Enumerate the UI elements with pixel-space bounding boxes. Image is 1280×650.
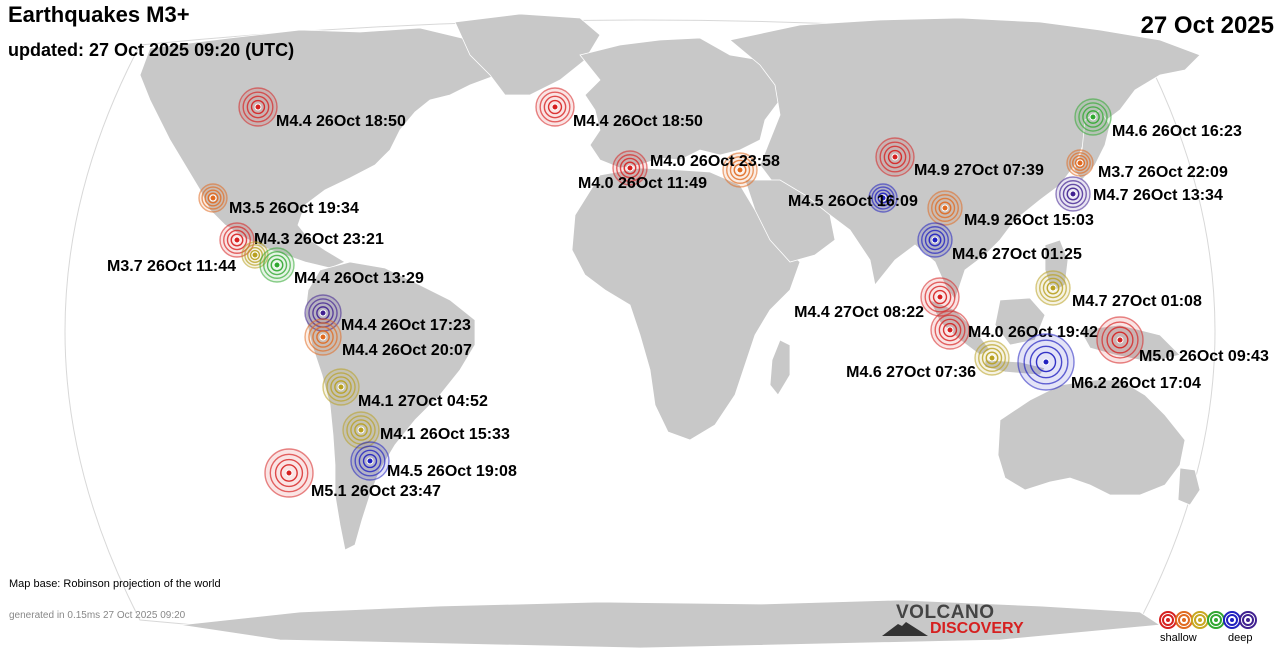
depth-legend-rings xyxy=(1159,611,1257,629)
earthquake-marker[interactable] xyxy=(930,310,970,350)
earthquake-marker[interactable] xyxy=(535,87,575,127)
earthquake-label[interactable]: M3.7 26Oct 11:44 xyxy=(107,258,236,275)
earthquake-marker[interactable] xyxy=(1055,176,1091,212)
land-greenland xyxy=(454,13,601,96)
earthquake-label[interactable]: M4.0 26Oct 19:42 xyxy=(968,324,1098,341)
earthquake-markers: M4.4 26Oct 18:50 M4.4 26Oct 18:50 M4.6 26O… xyxy=(107,87,1269,500)
legend-shallow-label: shallow xyxy=(1160,632,1197,644)
earthquake-label[interactable]: M4.5 26Oct 19:08 xyxy=(387,463,517,480)
earthquake-label[interactable]: M4.4 26Oct 20:07 xyxy=(342,342,472,359)
earthquake-label[interactable]: M5.1 26Oct 23:47 xyxy=(311,483,441,500)
earthquake-label[interactable]: M4.1 26Oct 15:33 xyxy=(380,426,510,443)
earthquake-label[interactable]: M5.0 26Oct 09:43 xyxy=(1139,348,1269,365)
earthquake-marker[interactable] xyxy=(1035,270,1071,306)
earthquake-label[interactable]: M4.7 27Oct 01:08 xyxy=(1072,293,1202,310)
earthquake-marker[interactable] xyxy=(322,368,360,406)
earthquake-marker[interactable] xyxy=(219,222,255,258)
generated-note: generated in 0.15ms 27 Oct 2025 09:20 xyxy=(9,610,186,621)
earthquake-label[interactable]: M4.6 27Oct 07:36 xyxy=(846,364,976,381)
earthquake-marker[interactable] xyxy=(1017,333,1075,391)
earthquake-label[interactable]: M4.3 26Oct 23:21 xyxy=(254,231,384,248)
earthquake-label[interactable]: M4.4 26Oct 18:50 xyxy=(573,113,703,130)
updated-timestamp: updated: 27 Oct 2025 09:20 (UTC) xyxy=(8,40,295,60)
earthquake-marker[interactable] xyxy=(241,241,269,269)
land-south-america xyxy=(304,261,476,551)
earthquake-label[interactable]: M4.6 26Oct 16:23 xyxy=(1112,123,1242,140)
earthquake-marker[interactable] xyxy=(722,152,758,188)
legend-deep-label: deep xyxy=(1228,632,1253,644)
land-arabia xyxy=(744,179,836,263)
earthquake-label[interactable]: M4.0 26Oct 11:49 xyxy=(578,175,707,192)
depth-legend: shallow deep xyxy=(1158,608,1278,648)
earthquake-label[interactable]: M4.4 26Oct 18:50 xyxy=(276,113,406,130)
earthquake-label[interactable]: M6.2 26Oct 17:04 xyxy=(1071,375,1201,392)
earthquake-marker[interactable] xyxy=(350,441,390,481)
land-europe xyxy=(579,37,781,169)
earthquake-marker[interactable] xyxy=(238,87,278,127)
page-title: Earthquakes M3+ xyxy=(8,2,190,27)
landmasses xyxy=(139,13,1201,649)
earthquake-marker[interactable] xyxy=(920,277,960,317)
earthquake-label[interactable]: M4.4 26Oct 17:23 xyxy=(341,317,471,334)
earthquake-marker[interactable] xyxy=(927,190,963,226)
logo-line-2: DISCOVERY xyxy=(930,620,1024,637)
earthquake-marker[interactable] xyxy=(198,183,228,213)
land-africa xyxy=(571,167,801,441)
earthquake-marker[interactable] xyxy=(1074,98,1112,136)
earthquake-marker[interactable] xyxy=(974,340,1010,376)
land-madagascar xyxy=(769,339,791,396)
earthquake-label[interactable]: M4.5 26Oct 16:09 xyxy=(788,193,918,210)
map-base-note: Map base: Robinson projection of the wor… xyxy=(9,578,221,590)
volcano-icon xyxy=(882,622,928,636)
land-new-zealand xyxy=(1177,467,1201,506)
logo-line-1: VOLCANO xyxy=(896,602,995,623)
earthquake-label[interactable]: M4.6 27Oct 01:25 xyxy=(952,246,1082,263)
legend-depth-ring xyxy=(1239,611,1257,629)
earthquake-marker[interactable] xyxy=(259,247,295,283)
earthquake-marker[interactable] xyxy=(868,183,898,213)
earthquake-marker[interactable] xyxy=(1066,149,1094,177)
earthquake-label[interactable]: M4.4 27Oct 08:22 xyxy=(794,304,924,321)
earthquake-label[interactable]: M4.9 26Oct 15:03 xyxy=(964,212,1094,229)
earthquake-marker[interactable] xyxy=(264,448,314,498)
land-borneo xyxy=(994,297,1046,346)
earthquake-label[interactable]: M4.1 27Oct 04:52 xyxy=(358,393,488,410)
earthquake-marker[interactable] xyxy=(612,150,648,186)
earthquake-marker[interactable] xyxy=(1096,316,1144,364)
earthquake-label[interactable]: M3.5 26Oct 19:34 xyxy=(229,200,359,217)
volcano-discovery-logo[interactable]: VOLCANO DISCOVERY xyxy=(880,600,1040,644)
earthquake-marker[interactable] xyxy=(917,222,953,258)
earthquake-label[interactable]: M4.0 26Oct 23:58 xyxy=(650,153,780,170)
earthquake-label[interactable]: M4.9 27Oct 07:39 xyxy=(914,162,1044,179)
current-date: 27 Oct 2025 xyxy=(1140,12,1274,39)
earthquake-marker[interactable] xyxy=(304,318,342,356)
earthquake-label[interactable]: M3.7 26Oct 22:09 xyxy=(1098,164,1228,181)
land-new-guinea xyxy=(1079,324,1181,363)
land-australia xyxy=(997,379,1186,496)
earthquake-label[interactable]: M4.7 26Oct 13:34 xyxy=(1093,187,1223,204)
earthquake-marker[interactable] xyxy=(875,137,915,177)
earthquake-label[interactable]: M4.4 26Oct 13:29 xyxy=(294,270,424,287)
